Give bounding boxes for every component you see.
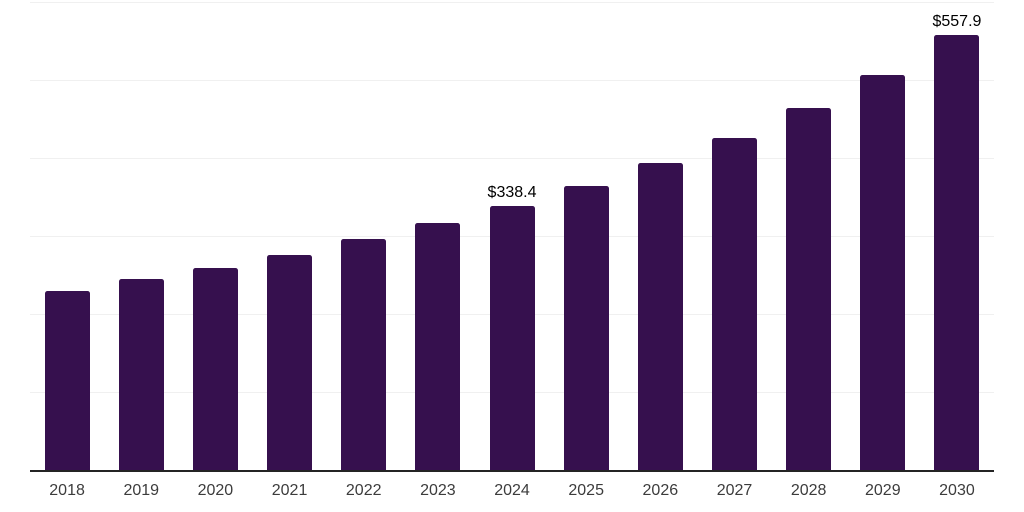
bar-2020 (192, 268, 238, 470)
bar-slot-2027 (697, 2, 771, 470)
x-axis-line (30, 470, 994, 472)
bar-slot-2030: $557.9 (920, 2, 994, 470)
bar-2022 (341, 239, 387, 470)
bar-slot-2028 (772, 2, 846, 470)
x-tick-label-2022: 2022 (345, 482, 382, 499)
gridline (30, 80, 994, 81)
bar-2026 (637, 163, 683, 470)
bar-slot-2022 (327, 2, 401, 470)
bar-2028 (786, 108, 832, 470)
bar-2021 (267, 255, 313, 470)
gridline (30, 2, 994, 3)
x-tick-label-2028: 2028 (790, 482, 827, 499)
bars-layer: $338.4 $557.9 (30, 2, 994, 470)
x-tick-label-2018: 2018 (49, 482, 85, 499)
bar-2018 (44, 290, 90, 470)
bar-2027 (711, 138, 757, 470)
x-tick-label-2029: 2029 (865, 482, 901, 499)
x-tick-label-2027: 2027 (716, 482, 753, 499)
bar-slot-2029 (846, 2, 920, 470)
bar-slot-2023 (401, 2, 475, 470)
bar-2019 (118, 279, 164, 470)
x-tick-label-2025: 2025 (568, 482, 604, 499)
x-tick-label-2030: 2030 (939, 482, 975, 499)
bar-slot-2018 (30, 2, 104, 470)
data-label-2030: $557.9 (932, 12, 982, 30)
plot-area: $338.4 $557.9 (30, 2, 994, 470)
bar-slot-2024: $338.4 (475, 2, 549, 470)
x-tick-label-2024: 2024 (494, 482, 530, 499)
bar-slot-2026 (623, 2, 697, 470)
bar-slot-2019 (104, 2, 178, 470)
bar-2030: $557.9 (932, 13, 981, 470)
bar-2029 (860, 74, 906, 470)
x-tick-label-2026: 2026 (642, 482, 679, 499)
gridline (30, 158, 994, 159)
bar-slot-2021 (252, 2, 326, 470)
bar-2024: $338.4 (488, 185, 536, 470)
x-tick-label-2023: 2023 (420, 482, 456, 499)
x-tick-label-2021: 2021 (271, 482, 308, 499)
bar-2025 (563, 185, 609, 470)
bar-2023 (415, 223, 461, 470)
data-label-2024: $338.4 (487, 184, 537, 202)
x-tick-label-2020: 2020 (197, 482, 234, 499)
x-tick-label-2019: 2019 (123, 482, 160, 499)
x-axis-tick-labels: 2018 2019 2020 2021 2022 2023 2024 2025 2026 2027… (30, 482, 994, 500)
bar-slot-2025 (549, 2, 623, 470)
bar-slot-2020 (178, 2, 252, 470)
